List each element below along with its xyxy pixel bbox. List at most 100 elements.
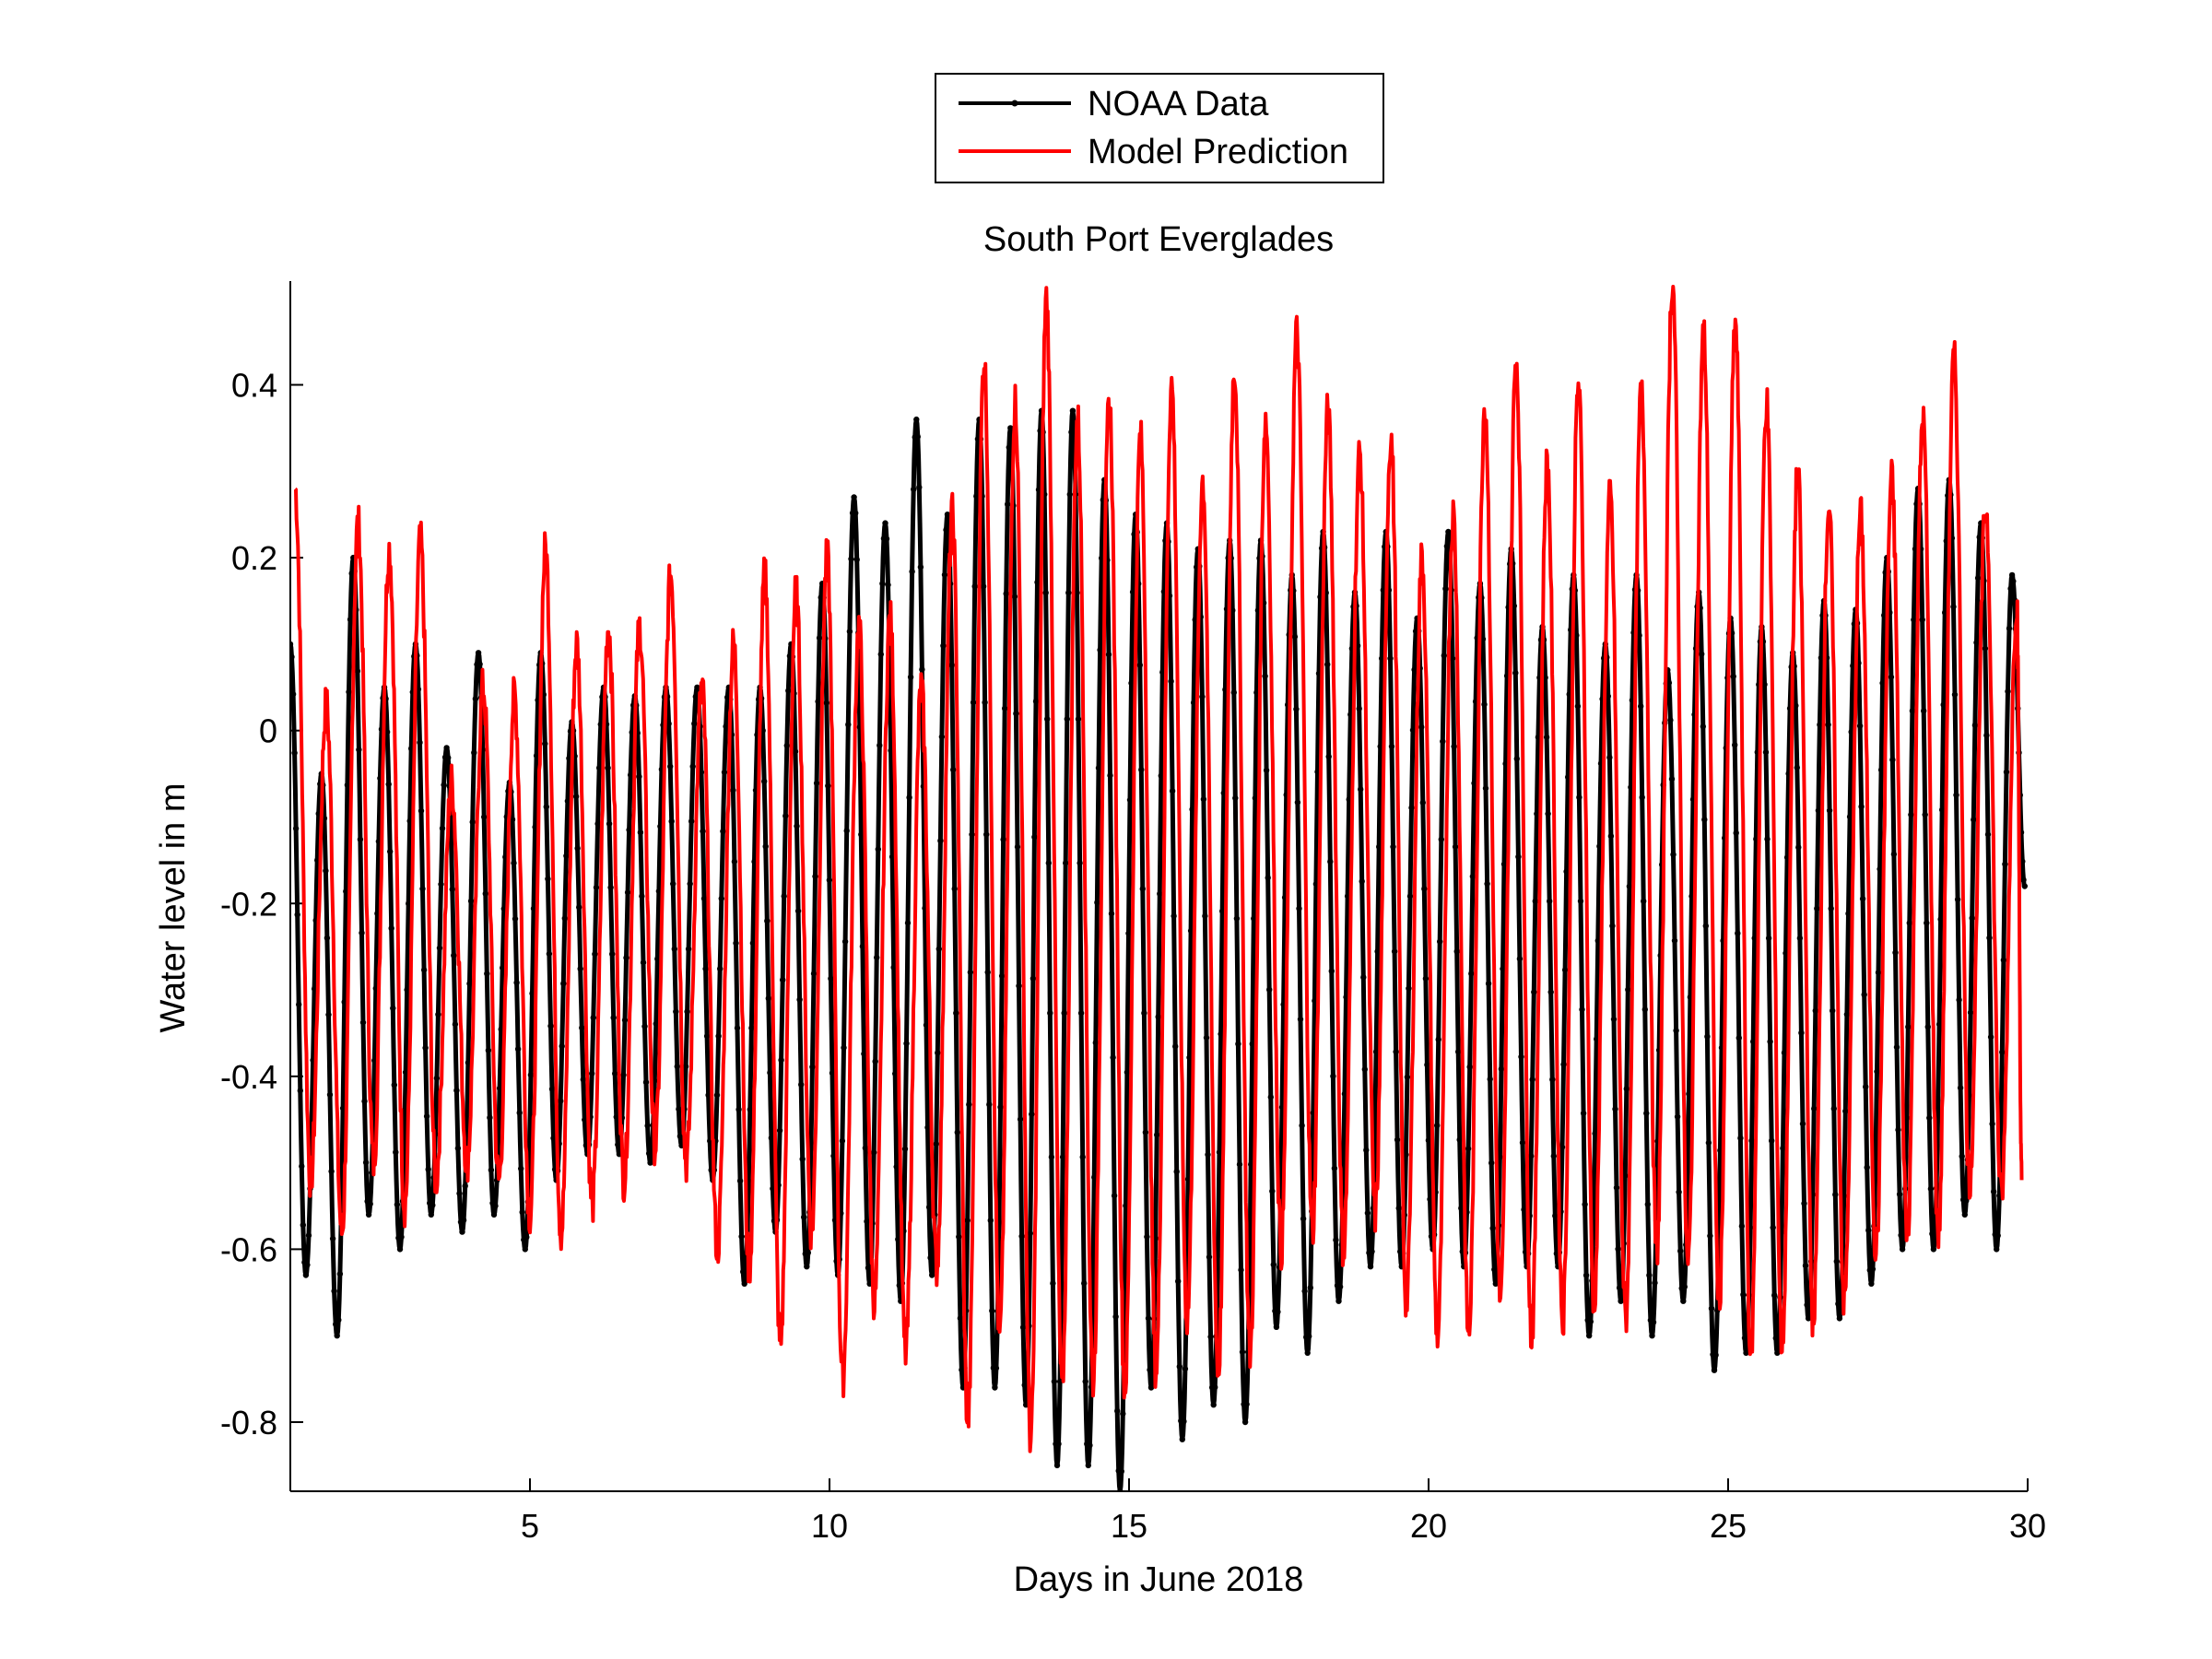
noaa-point (1333, 1237, 1339, 1243)
noaa-point (324, 935, 331, 941)
noaa-point (1732, 742, 1738, 748)
noaa-point (1769, 1137, 1775, 1144)
noaa-point (1667, 717, 1674, 724)
noaa-point (290, 641, 294, 648)
noaa-point (1377, 743, 1383, 750)
noaa-point (1032, 698, 1040, 705)
noaa-point (1594, 1036, 1600, 1042)
noaa-point (904, 920, 912, 926)
noaa-point (1199, 693, 1206, 700)
noaa-point (785, 688, 792, 694)
series-line-model-prediction (293, 285, 2024, 1453)
noaa-point (684, 1008, 690, 1015)
noaa-point (1795, 844, 1802, 851)
noaa-point (1238, 1266, 1244, 1274)
noaa-point (1735, 930, 1741, 936)
legend-marker-noaa (1011, 100, 1018, 107)
noaa-point (813, 780, 820, 786)
noaa-point (323, 867, 329, 874)
noaa-point (1812, 1007, 1819, 1014)
noaa-point (1210, 1402, 1217, 1408)
noaa-point (1249, 1041, 1256, 1047)
noaa-point (1157, 890, 1163, 897)
noaa-point (1513, 756, 1521, 762)
noaa-point (1005, 500, 1011, 508)
noaa-point (291, 749, 298, 757)
noaa-point (1561, 967, 1569, 973)
noaa-point (782, 813, 789, 819)
noaa-point (1861, 992, 1867, 998)
noaa-point (1702, 923, 1710, 929)
noaa-point (1236, 1161, 1243, 1168)
noaa-point (971, 583, 978, 590)
noaa-point (347, 616, 354, 623)
noaa-point (644, 1123, 651, 1129)
noaa-point (465, 1059, 472, 1066)
noaa-point (1251, 915, 1257, 922)
noaa-point (1680, 1298, 1687, 1304)
noaa-point (343, 888, 349, 895)
noaa-point (1263, 767, 1270, 773)
noaa-point (1832, 1191, 1839, 1198)
noaa-point (419, 886, 426, 892)
noaa-point (1390, 843, 1396, 850)
noaa-point (723, 724, 729, 730)
noaa-point (1205, 1151, 1211, 1159)
noaa-point (1582, 1201, 1588, 1208)
noaa-point (747, 1106, 753, 1113)
noaa-point (335, 1316, 342, 1324)
noaa-point (1027, 1230, 1034, 1237)
noaa-point (1895, 1126, 1901, 1134)
noaa-point (1989, 1121, 1995, 1127)
noaa-point (1216, 1148, 1223, 1156)
noaa-point (1605, 693, 1612, 700)
noaa-point (1892, 949, 1899, 956)
noaa-point (623, 954, 629, 961)
noaa-point (872, 1058, 878, 1065)
noaa-point (941, 571, 948, 578)
noaa-point (420, 967, 428, 973)
noaa-point (361, 1098, 368, 1105)
noaa-point (1411, 666, 1418, 673)
noaa-point (1482, 785, 1489, 792)
noaa-point (1053, 1462, 1061, 1469)
noaa-point (1954, 896, 1961, 903)
noaa-point (1704, 1033, 1711, 1040)
noaa-point (1869, 1265, 1877, 1273)
noaa-point (1394, 1136, 1401, 1143)
noaa-point (1498, 1065, 1505, 1073)
noaa-point (1485, 980, 1492, 987)
noaa-point (1999, 1049, 2006, 1055)
noaa-point (1141, 1010, 1147, 1017)
noaa-point (700, 895, 708, 902)
noaa-point (1179, 1436, 1186, 1442)
noaa-point (2000, 957, 2007, 963)
noaa-point (698, 769, 705, 776)
noaa-point (1273, 1324, 1280, 1331)
noaa-point (513, 979, 520, 986)
noaa-point (804, 1264, 810, 1270)
noaa-point (734, 1025, 741, 1031)
noaa-point (1069, 407, 1077, 414)
noaa-point (919, 666, 925, 673)
noaa-point (687, 880, 693, 888)
noaa-point (653, 1020, 659, 1028)
noaa-point (1762, 748, 1770, 756)
noaa-point (1336, 1283, 1344, 1290)
noaa-point (1187, 927, 1194, 935)
noaa-point (560, 981, 567, 987)
noaa-point (572, 794, 580, 800)
noaa-point (715, 1032, 722, 1040)
noaa-point (1181, 1418, 1187, 1425)
noaa-point (626, 827, 632, 833)
noaa-point (1982, 645, 1989, 652)
noaa-point (1077, 1010, 1085, 1017)
noaa-point (1262, 673, 1268, 679)
noaa-point (845, 722, 852, 728)
noaa-point (1335, 1298, 1342, 1304)
noaa-point (1875, 969, 1882, 976)
noaa-point (665, 721, 672, 727)
noaa-point (532, 824, 538, 830)
noaa-point (367, 1201, 373, 1207)
noaa-point (761, 778, 768, 784)
